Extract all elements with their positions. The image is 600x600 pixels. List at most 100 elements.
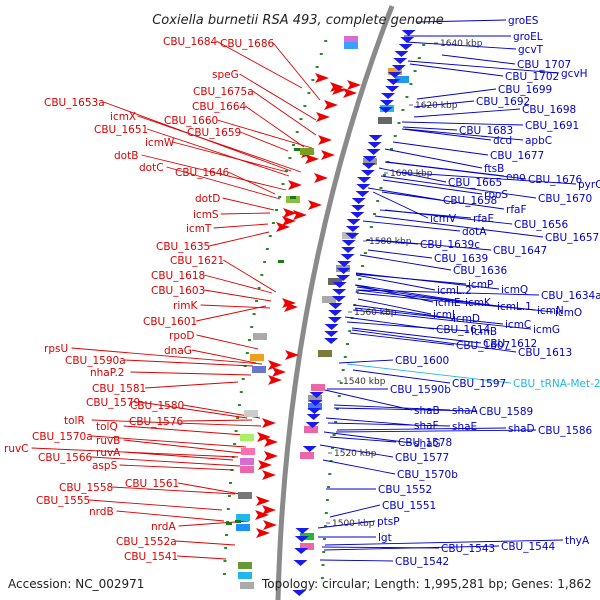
gene-left-label[interactable]: CBU_1646 [175,167,230,179]
gene-right-label[interactable]: shaB [414,405,440,417]
gene-right-label[interactable]: CBU_1607 [456,340,510,352]
gene-left-label[interactable]: CBU_1653a [44,97,105,109]
gene-right-label[interactable]: icmL.1 [497,301,532,313]
gene-right-label[interactable]: rpoS [484,189,508,201]
gene-right-label[interactable]: ftsB [484,163,504,175]
gene-right-label[interactable]: rfaF [506,204,527,216]
gene-right-label[interactable]: CBU_1692 [476,96,530,108]
gene-right-label[interactable]: CBU_1614 [436,324,491,336]
gene-left-label[interactable]: icmW [145,137,175,149]
gene-right-label[interactable]: shaE [452,421,477,433]
gene-right-label[interactable]: CBU_1670 [538,193,592,205]
gene-right-label[interactable]: shaF [414,420,439,432]
gene-left-label[interactable]: CBU_1686 [220,38,275,50]
gene-right-label[interactable]: CBU_1657 [545,232,599,244]
gene-right-label[interactable]: groES [508,15,539,27]
gene-right-label[interactable]: icmN [537,305,564,317]
gene-left-label[interactable]: CBU_1660 [164,115,218,127]
gene-left-label[interactable]: CBU_1659 [187,127,241,139]
gene-left-label[interactable]: CBU_1590a [65,355,126,367]
gene-right-label[interactable]: CBU_1665 [448,177,502,189]
gene-right-label[interactable]: CBU_1683 [459,125,513,137]
gene-left-label[interactable]: CBU_1601 [143,316,197,328]
gene-right-label[interactable]: CBU_1639c [420,239,480,251]
gene-right-label[interactable]: CBU_1634a [541,290,600,302]
gene-left-label[interactable]: icmT [186,223,212,235]
gene-left-label[interactable]: ruvA [96,447,121,459]
gene-right-label[interactable]: CBU_1552 [378,484,432,496]
gene-left-label[interactable]: CBU_1664 [192,101,247,113]
gene-left-label[interactable]: dotB [114,150,138,162]
gene-right-label[interactable]: dcd [493,135,512,147]
gene-right-label[interactable]: CBU_1590b [390,384,451,396]
gene-right-label[interactable]: CBU_1570b [397,469,458,481]
gene-right-label[interactable]: icmJ [433,309,455,321]
gene-left-label[interactable]: CBU_1618 [151,270,205,282]
gene-right-label[interactable]: CBU_1597 [452,378,506,390]
gene-right-label[interactable]: dotA [462,226,487,238]
gene-right-label[interactable]: CBU_1577 [395,452,449,464]
gene-right-label[interactable]: CBU_1613 [518,347,572,359]
gene-right-label[interactable]: CBU_1698 [522,104,576,116]
gene-left-label[interactable]: nrdB [89,506,114,518]
gene-right-label[interactable]: CBU_1702 [505,71,559,83]
gene-left-label[interactable]: tolQ [96,421,118,433]
gene-left-label[interactable]: nrdA [151,521,176,533]
gene-left-label[interactable]: CBU_1576 [129,416,184,428]
gene-left-label[interactable]: aspS [92,460,118,472]
gene-right-label[interactable]: gcvT [518,44,544,56]
gene-left-label[interactable]: CBU_1675a [193,86,254,98]
gene-left-label[interactable]: CBU_1603 [151,285,205,297]
gene-right-label[interactable]: apbC [525,135,552,147]
gene-left-label[interactable]: dnaG [164,345,192,357]
gene-left-label[interactable]: CBU_1561 [125,478,179,490]
gene-left-label[interactable]: CBU_1581 [92,383,146,395]
gene-left-label[interactable]: CBU_1579 [86,397,140,409]
gene-left-label[interactable]: CBU_1635 [156,241,210,253]
gene-left-label[interactable]: CBU_1552a [116,536,177,548]
gene-left-label[interactable]: speG [212,69,239,81]
gene-left-label[interactable]: CBU_1570a [32,431,93,443]
gene-right-label[interactable]: CBU_1542 [395,556,449,568]
gene-left-label[interactable]: CBU_1566 [38,452,93,464]
gene-right-label[interactable]: CBU_1647 [493,245,547,257]
gene-left-label[interactable]: CBU_1621 [170,255,224,267]
gene-right-label[interactable]: CBU_1586 [538,425,593,437]
gene-right-label[interactable]: icmO [555,307,582,319]
gene-left-label[interactable]: CBU_1541 [124,551,178,563]
gene-right-label[interactable]: thyA [565,535,590,547]
gene-right-label[interactable]: icmQ [501,284,528,296]
gene-right-label[interactable]: CBU_1544 [501,541,556,553]
gene-right-label[interactable]: icmL.2 [437,285,472,297]
gene-left-label[interactable]: CBU_1558 [59,482,113,494]
gene-right-label[interactable]: shaD [508,423,535,435]
gene-right-label[interactable]: icmD [453,313,480,325]
gene-right-label[interactable]: gcvH [561,68,588,80]
gene-right-label[interactable]: ptsP [377,516,400,528]
gene-right-label[interactable]: icmB [471,326,497,338]
gene-right-label[interactable]: icmG [533,324,560,336]
gene-right-label[interactable]: shaA [452,405,479,417]
gene-left-label[interactable]: tolR [64,415,85,427]
gene-right-label[interactable]: CBU_1639 [434,253,488,265]
gene-left-label[interactable]: dotD [195,193,220,205]
gene-left-label[interactable]: dotC [139,162,164,174]
gene-left-label[interactable]: CBU_1651 [94,124,148,136]
gene-right-label[interactable]: icmC [505,319,531,331]
gene-right-label[interactable]: CBU_1578 [398,437,452,449]
gene-left-label[interactable]: rpoD [169,330,195,342]
gene-right-label[interactable]: pyrG [578,179,600,191]
gene-left-label[interactable]: icmX [110,111,136,123]
gene-right-label[interactable]: CBU_1707 [517,59,571,71]
gene-right-label[interactable]: CBU_1543 [441,543,495,555]
gene-right-label[interactable]: CBU_1676 [528,174,583,186]
gene-right-label[interactable]: groEL [513,31,543,43]
gene-right-label[interactable]: icmV [430,213,457,225]
gene-right-label[interactable]: icmP [468,279,493,291]
gene-right-label[interactable]: CBU_1658 [443,195,497,207]
gene-right-label[interactable]: CBU_1551 [382,500,436,512]
gene-left-label[interactable]: ruvC [4,443,29,455]
gene-left-label[interactable]: rimK [173,300,198,312]
gene-right-label[interactable]: rfaE [473,213,494,225]
gene-right-label[interactable]: CBU_1636 [453,265,508,277]
